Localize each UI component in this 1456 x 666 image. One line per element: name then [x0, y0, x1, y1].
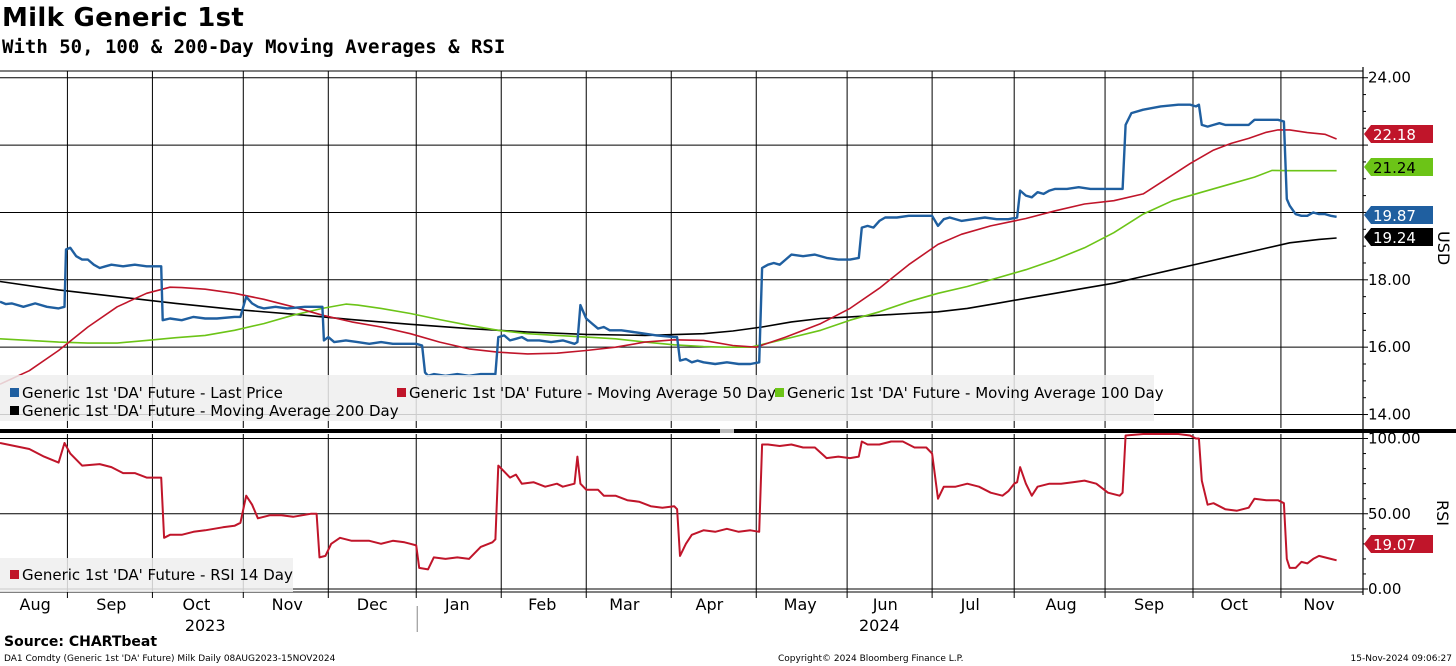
legend-swatch — [10, 388, 19, 397]
price-series-line-0 — [0, 103, 1337, 377]
source-note: Source: CHARTbeat — [4, 634, 158, 650]
legend-label: Generic 1st 'DA' Future - Moving Average… — [22, 402, 399, 420]
price-axis-title: USD — [1434, 231, 1453, 265]
x-month-label: Oct — [183, 595, 211, 614]
rsi-series-line-0 — [0, 433, 1337, 571]
x-month-label: May — [784, 595, 817, 614]
last-value-tags: 19.87 22.18 21.24 19.24 19.07 — [1364, 125, 1433, 554]
price-y-tick-label: 16.00 — [1368, 338, 1411, 356]
x-month-label: Sep — [1134, 595, 1164, 614]
x-month-label: Nov — [1303, 595, 1334, 614]
price-panel-series — [0, 103, 1337, 385]
ma50-tag-bg — [1364, 125, 1433, 143]
legend-label: Generic 1st 'DA' Future - Moving Average… — [787, 384, 1164, 402]
rsi-axis-title: RSI — [1433, 500, 1452, 526]
legend-swatch — [10, 406, 19, 415]
axis-labels: 14.00 16.00 18.00 24.00 0.00 50.00 100.00 Aug Se… — [20, 69, 1453, 635]
legend-label: Generic 1st 'DA' Future - Last Price — [22, 384, 283, 402]
legend-label: Generic 1st 'DA' Future - Moving Average… — [409, 384, 776, 402]
rsi-y-tick-label: 100.00 — [1368, 430, 1421, 448]
ma200-tag-label: 19.24 — [1373, 229, 1416, 247]
chart-title: Milk Generic 1st — [2, 3, 245, 33]
price-legend: Generic 1st 'DA' Future - Last Price Gene… — [0, 375, 1164, 421]
x-month-label: Dec — [357, 595, 388, 614]
x-month-label: Jul — [960, 595, 980, 614]
rsi-panel-series — [0, 433, 1337, 571]
last-price-tag-bg — [1364, 206, 1433, 224]
rsi-y-tick-label: 50.00 — [1368, 505, 1411, 523]
legend-label: Generic 1st 'DA' Future - RSI 14 Day — [22, 566, 293, 584]
legend-swatch — [10, 570, 19, 579]
x-year-label: 2023 — [185, 616, 226, 635]
last-price-tag-label: 19.87 — [1373, 207, 1416, 225]
x-month-label: Aug — [20, 595, 51, 614]
ma50-tag-label: 22.18 — [1373, 126, 1416, 144]
panel-divider-handle[interactable] — [720, 429, 734, 433]
security-description: DA1 Comdty (Generic 1st 'DA' Future) Mil… — [4, 654, 336, 664]
copyright-note: Copyright© 2024 Bloomberg Finance L.P. — [778, 654, 964, 664]
rsi-tag-bg — [1364, 535, 1433, 553]
x-year-label: 2024 — [859, 616, 900, 635]
ma100-tag-bg — [1364, 158, 1433, 176]
x-month-label: Aug — [1045, 595, 1076, 614]
rsi-legend: Generic 1st 'DA' Future - RSI 14 Day — [0, 558, 293, 592]
chart-frame — [0, 67, 1456, 632]
x-month-label: Jun — [872, 595, 898, 614]
price-legend-box — [0, 375, 1154, 421]
x-month-label: Mar — [609, 595, 640, 614]
x-month-label: Nov — [272, 595, 303, 614]
rsi-y-tick-label: 0.00 — [1368, 580, 1401, 598]
x-month-label: Sep — [96, 595, 126, 614]
price-series-line-1 — [0, 129, 1337, 385]
price-y-tick-label: 14.00 — [1368, 406, 1411, 424]
price-panel-grid — [0, 71, 1363, 428]
price-series-line-3 — [0, 237, 1337, 337]
rsi-legend-box — [0, 558, 293, 592]
legend-swatch — [775, 388, 784, 397]
x-month-label: Oct — [1220, 595, 1248, 614]
chart-subtitle: With 50, 100 & 200-Day Moving Averages &… — [2, 36, 506, 58]
price-y-tick-label: 18.00 — [1368, 271, 1411, 289]
price-series-line-2 — [0, 169, 1337, 348]
ma200-tag-bg — [1364, 228, 1433, 246]
price-y-tick-label: 24.00 — [1368, 69, 1411, 87]
x-month-label: Feb — [528, 595, 556, 614]
timestamp: 15-Nov-2024 09:06:27 — [1350, 654, 1452, 664]
ma100-tag-label: 21.24 — [1373, 159, 1416, 177]
x-month-label: Jan — [444, 595, 470, 614]
legend-swatch — [397, 388, 406, 397]
x-month-label: Apr — [696, 595, 724, 614]
rsi-tag-label: 19.07 — [1373, 536, 1416, 554]
